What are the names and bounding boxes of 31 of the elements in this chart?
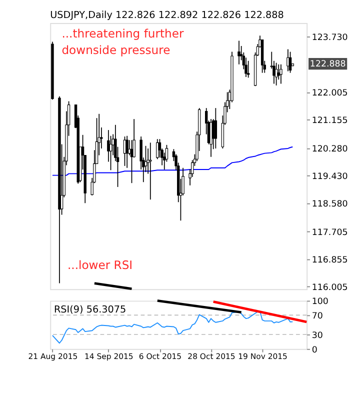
candlestick: [214, 108, 218, 149]
x-tick-label: 28 Oct 2015: [188, 352, 236, 362]
candlestick: [126, 135, 128, 168]
annotation: 122.888: [310, 60, 346, 70]
y-tick-label: 119.430: [312, 172, 348, 182]
candlestick: [238, 40, 240, 65]
y-tick-label: 116.855: [312, 255, 348, 266]
y-tick-label: 123.730: [312, 32, 348, 43]
candlestick: [149, 142, 152, 200]
x-tick-label: 14 Sep 2015: [84, 352, 134, 362]
y-tick-label: 0: [312, 345, 318, 356]
y-tick-label: 116.005: [312, 282, 348, 293]
y-tick-label: 122.005: [312, 88, 348, 99]
y-tick-label: 121.155: [312, 116, 348, 126]
y-tick-label: 120.280: [312, 144, 348, 155]
y-tick-label: 70: [312, 312, 323, 322]
x-tick-label: 19 Nov 2015: [238, 352, 288, 362]
y-tick-label: 117.705: [312, 228, 348, 238]
candlestick: [210, 118, 212, 158]
y-tick-label: 30: [312, 330, 323, 341]
annotation: ...threatening further downside pressure: [62, 26, 184, 57]
candlestick: [246, 60, 250, 78]
chart-title: RSI(9) 56.3075: [54, 304, 126, 316]
y-tick-label: 118.580: [312, 199, 348, 210]
chart-title: USDJPY,Daily 122.826 122.892 122.826 122.888: [50, 10, 284, 22]
x-tick-label: 6 Oct 2015: [138, 352, 182, 362]
candlestick: [286, 48, 290, 72]
y-tick-label: 100: [312, 297, 328, 308]
candlestick: [280, 64, 282, 84]
annotation: ...lower RSI: [67, 258, 133, 272]
x-tick-label: 21 Aug 2015: [28, 352, 78, 362]
